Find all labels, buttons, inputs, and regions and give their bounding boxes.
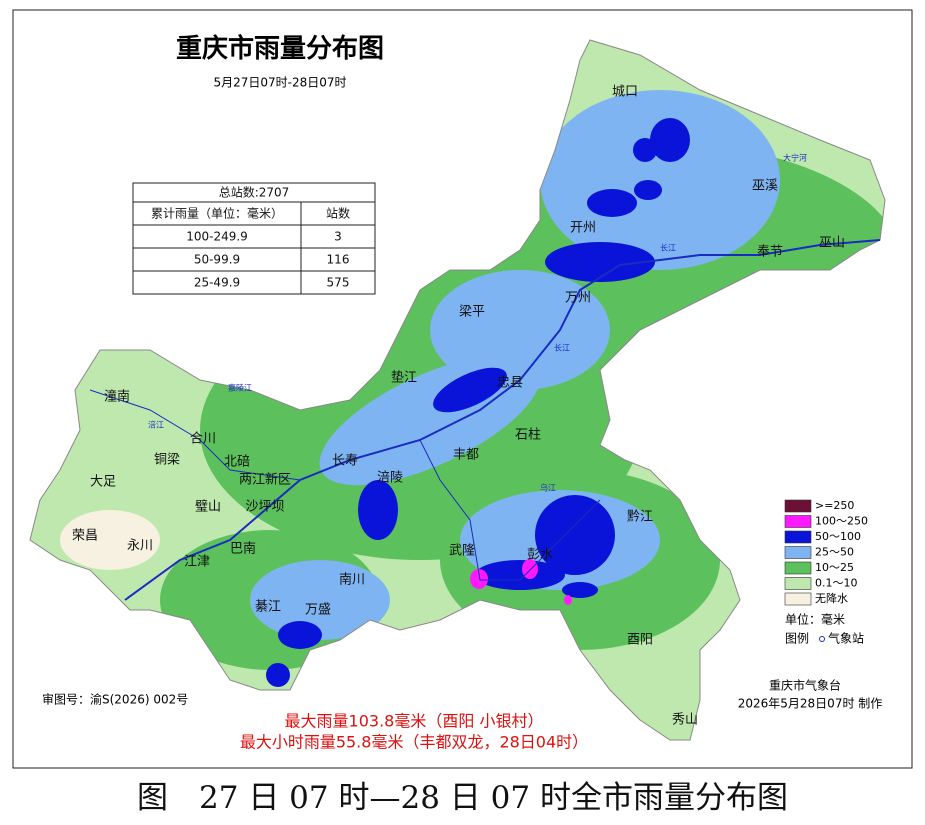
place-label: 城口 [612,85,638,100]
place-label: 黔江 [627,510,653,525]
place-label: 万州 [565,291,591,306]
highlight-text: 最大雨量103.8毫米（酉阳 小银村） [285,712,544,731]
table-header: 站数 [326,206,350,221]
place-label: 涪陵 [377,471,403,486]
place-label: 江津 [184,555,210,570]
place-label: 璧山 [195,499,221,515]
legend-swatch [784,546,812,559]
table-header: 累计雨量（单位：毫米） [151,206,283,221]
legend-swatch [784,515,812,528]
river-line [419,439,601,581]
place-label: 梁平 [459,305,485,320]
legend-label: 无降水 [815,591,848,605]
legend-swatch [784,530,812,544]
place-label: 彭水 [527,548,553,563]
legend-swatch [784,592,812,606]
place-label: 沙坪坝 [245,500,284,515]
river-line [89,389,301,481]
place-label: 綦江 [255,600,281,615]
legend-label: 0.1～10 [815,577,858,590]
place-label: 酉阳 [627,633,653,648]
place-label: 巫山 [819,236,845,251]
station-symbol [819,636,825,642]
legend-swatch [784,499,812,513]
place-label: 两江新区 [239,472,291,488]
river-label: 涪江 [148,420,164,430]
place-label: 秀山 [672,713,698,728]
river-label: 大宁河 [783,153,807,163]
place-label: 武隆 [449,544,475,559]
map-figure: 重庆市雨量分布图 5月27日07时-28日07时 总站数:2707 累计雨量（单… [12,9,913,769]
legend-label: 100～250 [815,515,868,528]
table-cell: 575 [327,276,350,290]
legend-label: 10～25 [815,561,854,574]
place-label: 南川 [339,572,365,588]
legend-symbol-title: 图例 [785,632,809,646]
issuer: 重庆市气象台 [769,678,841,693]
river-label: 嘉陵江 [228,383,252,393]
stats-table: 总站数:2707 累计雨量（单位：毫米） 站数 100-249.9 3 50-99.… [132,182,376,295]
place-label: 合川 [190,432,216,447]
place-label: 荣昌 [72,529,98,544]
approval-number: 审图号：渝S(2026) 002号 [42,692,188,707]
legend-station: 气象站 [828,631,864,646]
legend-swatch [784,577,812,590]
place-label: 潼南 [104,389,130,405]
legend: >=250 100～250 50～100 25～50 10～25 0.1～10无降水单位：… [784,499,868,646]
place-label: 开州 [570,221,596,236]
place-label: 奉节 [757,245,783,260]
table-cell: 3 [334,230,342,244]
place-label: 永川 [127,539,153,554]
place-label: 铜梁 [154,453,180,468]
river-label: 乌江 [540,483,556,493]
legend-unit: 单位：毫米 [785,612,845,627]
place-label: 万盛 [305,603,331,618]
map-subtitle: 5月27日07时-28日07时 [213,76,346,90]
place-label: 垫江 [391,370,417,386]
highlight-text: 最大小时雨量55.8毫米（丰都双龙，28日04时） [240,733,588,752]
river-line [124,239,881,601]
issue-time: 2026年5月28日07时 制作 [738,697,883,711]
place-label: 石柱 [515,428,541,443]
place-label: 巫溪 [752,179,778,194]
legend-label: 50～100 [815,530,861,543]
place-label: 丰都 [453,448,479,463]
legend-swatch [784,561,812,575]
place-label: 大足 [90,475,116,490]
figure-caption: 图 27 日 07 时—28 日 07 时全市雨量分布图 [137,780,788,816]
river-label: 长江 [660,243,676,253]
river-label: 长江 [554,343,570,353]
place-label: 长寿 [332,454,358,469]
place-label: 北碚 [224,455,250,470]
table-cell: 116 [327,253,350,267]
table-cell: 100-249.9 [186,230,248,244]
table-cell: 25-49.9 [194,276,240,290]
table-total: 总站数:2707 [219,185,290,200]
map-title: 重庆市雨量分布图 [176,33,384,64]
place-label: 忠县 [497,376,523,391]
legend-label: >=250 [815,499,854,512]
legend-label: 25～50 [815,546,854,559]
place-label: 巴南 [230,541,256,557]
table-cell: 50-99.9 [194,253,240,267]
